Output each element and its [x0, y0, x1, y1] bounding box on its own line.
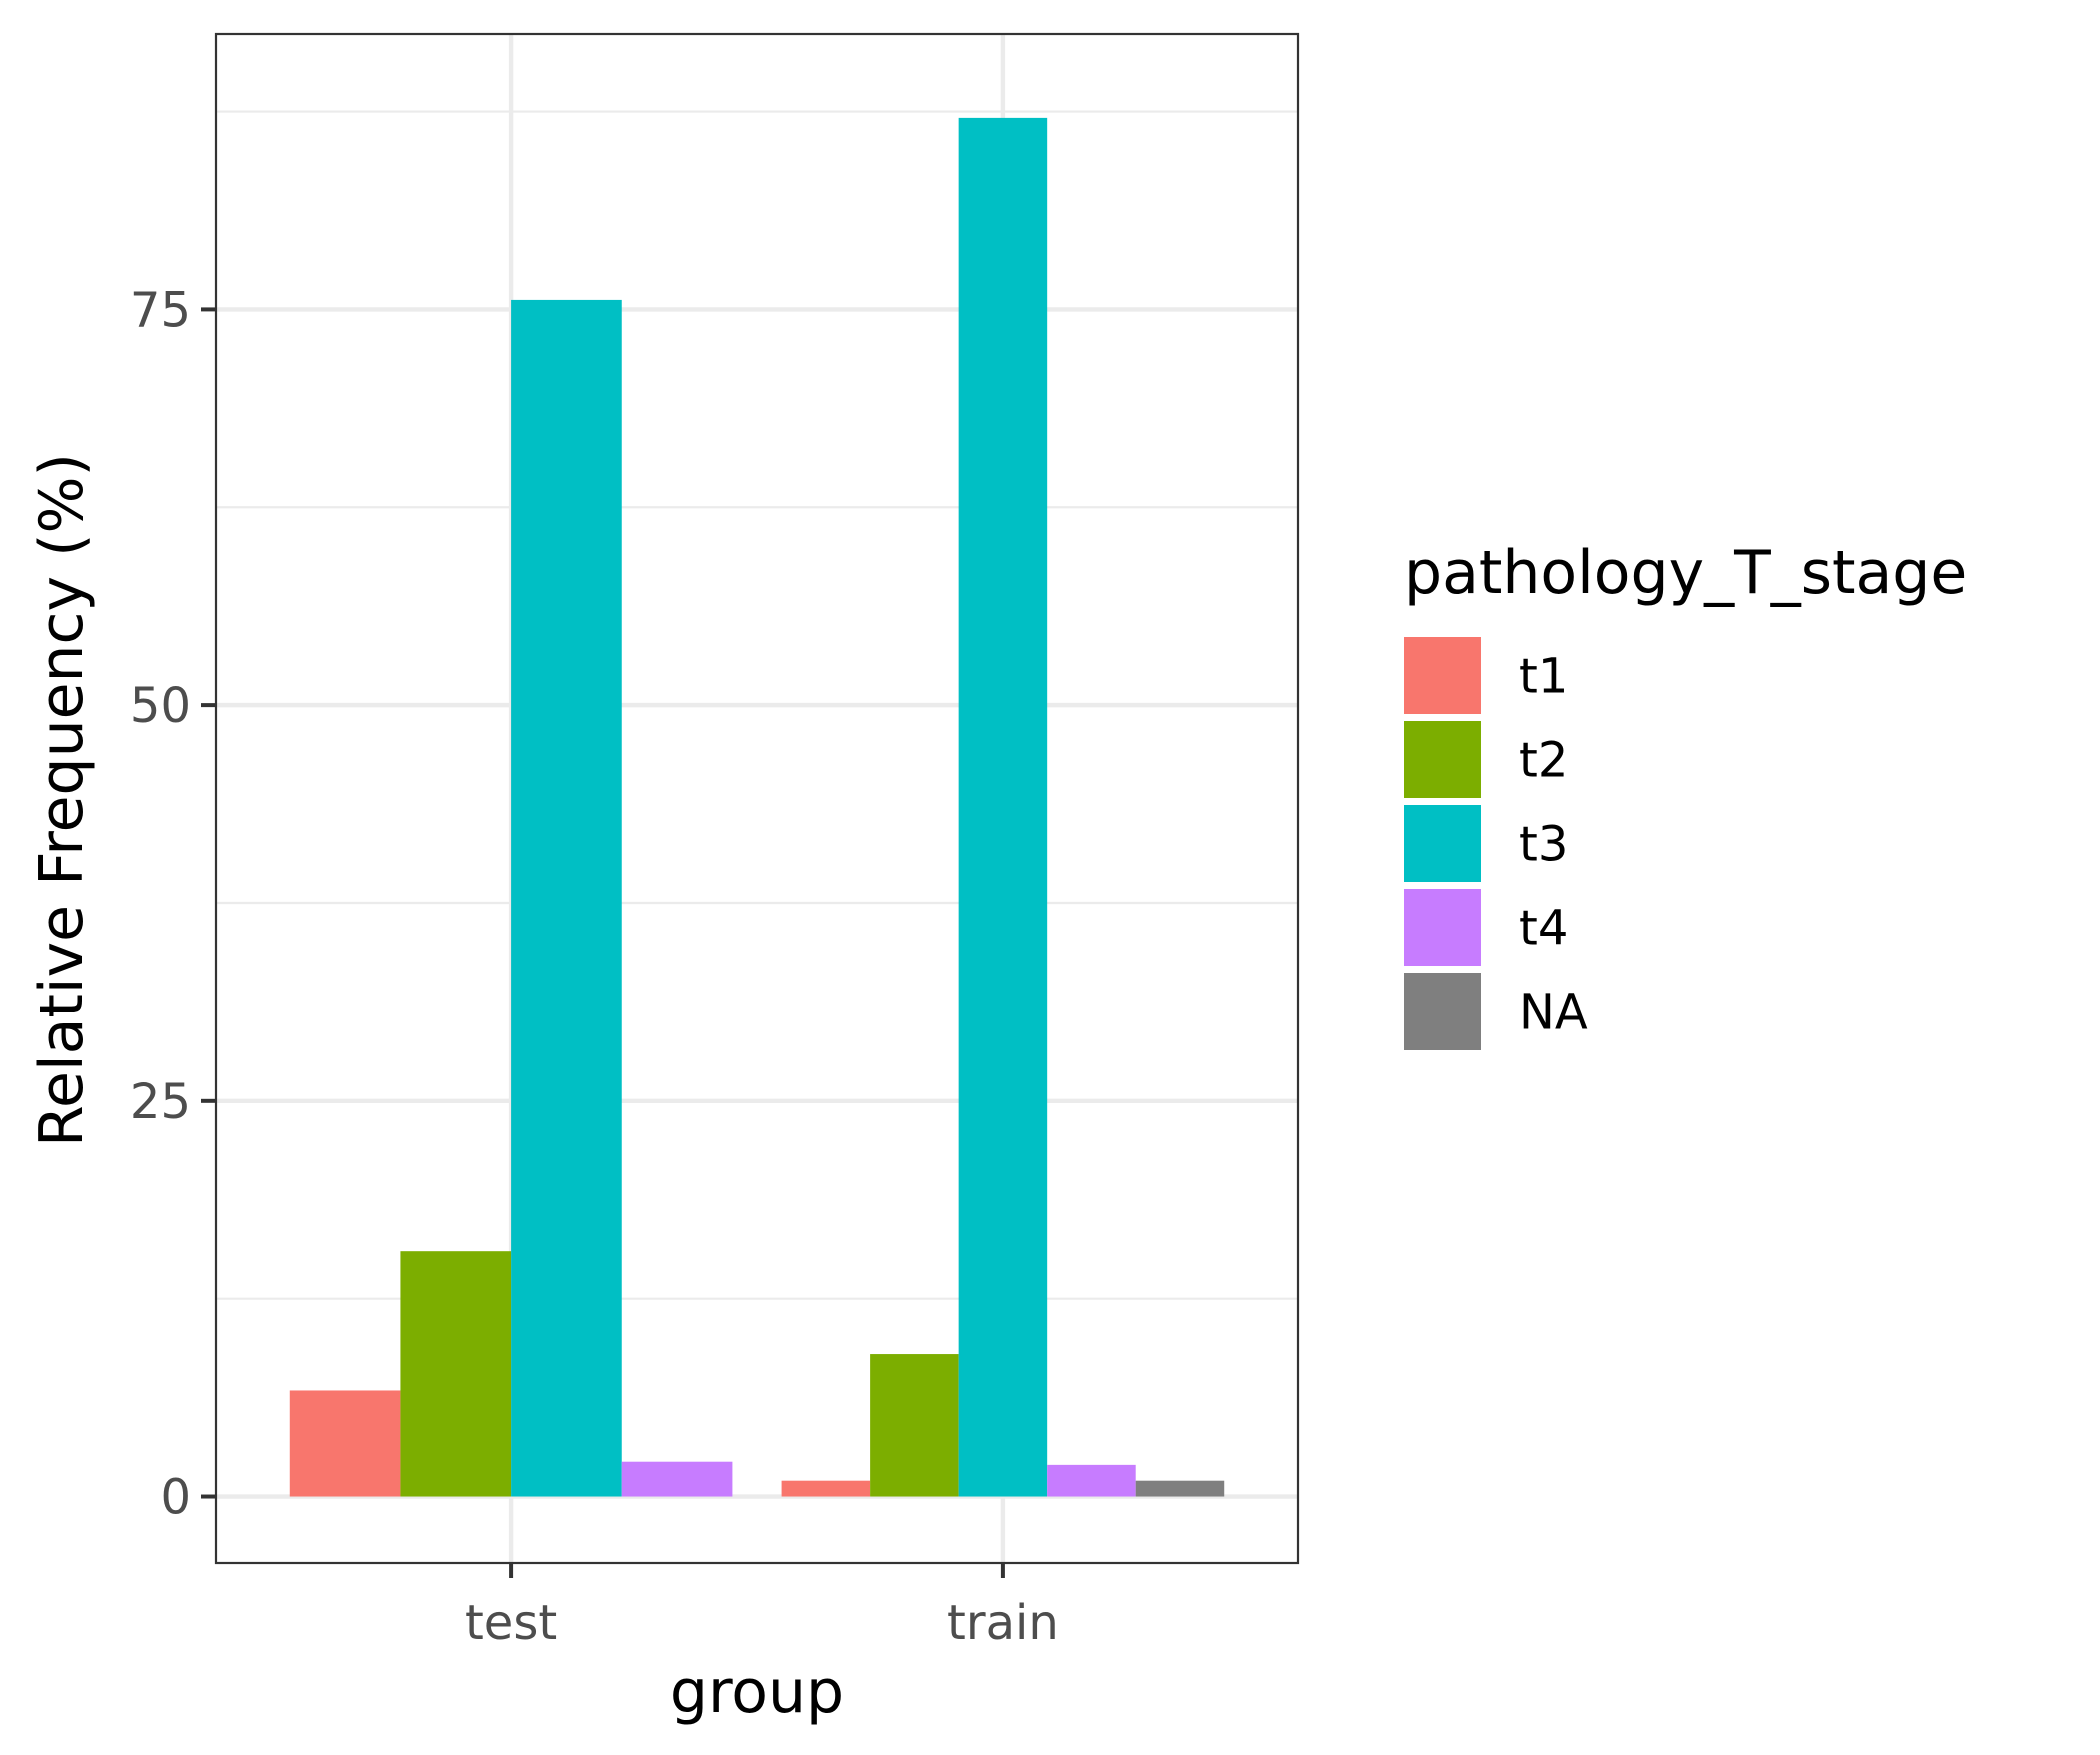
bar-test-t4: [621, 1461, 733, 1497]
legend-label-t1: t1: [1519, 649, 1568, 705]
bar-test-t1: [289, 1390, 401, 1497]
legend-key-t3: [1404, 805, 1481, 882]
legend-label-NA: NA: [1519, 985, 1588, 1041]
plot-panel-border: [214, 32, 1300, 1565]
y-tick-label: 50: [130, 678, 191, 734]
bar-test-t3: [511, 299, 622, 1497]
bar-train-t1: [781, 1480, 871, 1497]
legend-key-t2: [1404, 721, 1481, 798]
legend-key-NA: [1404, 973, 1481, 1050]
x-axis-title: group: [670, 1657, 844, 1727]
legend-label-t2: t2: [1519, 733, 1568, 789]
legend-label-t3: t3: [1519, 817, 1568, 873]
x-tick-label: test: [465, 1595, 557, 1651]
bar-test-t2: [400, 1251, 512, 1497]
legend-key-t1: [1404, 637, 1481, 714]
y-tick-label: 0: [160, 1470, 191, 1526]
legend-title: pathology_T_stage: [1404, 538, 1967, 608]
y-tick-label: 25: [130, 1074, 191, 1130]
x-tick-label: train: [947, 1595, 1059, 1651]
y-axis-title: Relative Frequency (%): [27, 453, 97, 1147]
legend: pathology_T_stage t1 t2 t3 t4 NA: [1404, 538, 1967, 1050]
legend-label-t4: t4: [1519, 901, 1568, 957]
plot-panel-background: [216, 34, 1298, 1563]
bar-train-t3: [958, 117, 1048, 1497]
bar-train-NA: [1135, 1480, 1225, 1497]
bar-train-t2: [870, 1354, 959, 1497]
bar-train-t4: [1047, 1464, 1136, 1497]
y-tick-label: 75: [130, 282, 191, 338]
bars: [289, 117, 1225, 1497]
axes: 0 25 50 75 test train: [130, 282, 1059, 1651]
legend-key-t4: [1404, 889, 1481, 966]
